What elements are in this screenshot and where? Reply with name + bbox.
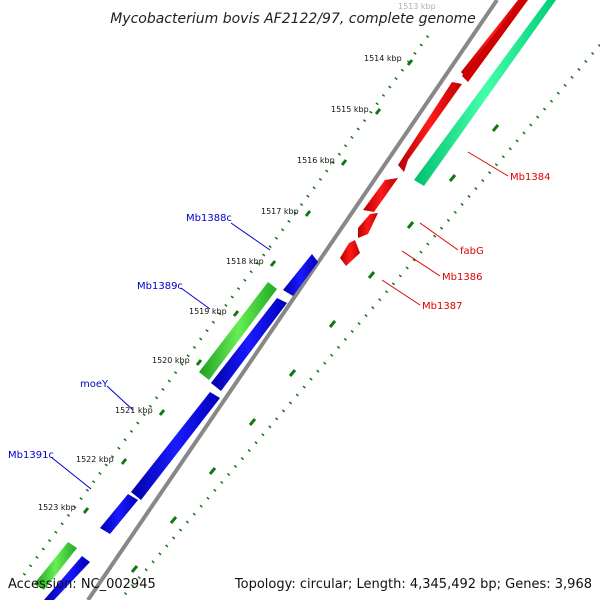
- gene-arrow-mb1388c[interactable]: [283, 254, 318, 296]
- rna-arrow-reverse-2[interactable]: [34, 542, 77, 590]
- gene-label-fabg[interactable]: fabG: [460, 246, 484, 257]
- gene-label-mb1386[interactable]: Mb1386: [442, 272, 482, 283]
- gene-arrow-mb1391c[interactable]: [100, 494, 138, 534]
- gene-arrow-mb1384b[interactable]: [398, 82, 462, 172]
- accession-text: Accession: NC_002945: [8, 577, 156, 592]
- genome-summary-text: Topology: circular; Length: 4,345,492 bp…: [234, 577, 592, 592]
- rna-arrow-reverse-1[interactable]: [199, 282, 277, 380]
- tick-ring: 1513 kbp 1514 kbp 1515 kbp 1516 kbp 1517…: [18, 2, 436, 581]
- tick-label-group: 1513 kbp 1514 kbp 1515 kbp 1516 kbp 1517…: [38, 2, 436, 512]
- gene-label-mb1391c[interactable]: Mb1391c: [8, 450, 54, 461]
- tick-label: 1513 kbp: [398, 2, 436, 11]
- gene-label-mb1388c[interactable]: Mb1388c: [186, 213, 232, 224]
- gene-arrow-top[interactable]: [462, 0, 528, 82]
- tick-label: 1520 kbp: [152, 356, 190, 365]
- tick-label: 1519 kbp: [189, 307, 227, 316]
- gene-label-mb1389c[interactable]: Mb1389c: [137, 281, 183, 292]
- gene-label-moey[interactable]: moeY: [80, 379, 109, 390]
- gene-labels-left: Mb1388c Mb1389c moeY Mb1391c: [8, 213, 232, 461]
- gene-arrow-mb1386-body[interactable]: [358, 213, 378, 238]
- gene-arrow-moey[interactable]: [131, 392, 220, 500]
- gene-label-mb1387[interactable]: Mb1387: [422, 301, 462, 312]
- tick-label: 1518 kbp: [226, 257, 264, 266]
- tick-label: 1517 kbp: [261, 207, 299, 216]
- forward-strand-genes: [340, 0, 528, 266]
- genome-backbone: [86, 0, 499, 600]
- gene-callouts: [50, 151, 509, 490]
- tick-label: 1521 kbp: [115, 406, 153, 415]
- gene-arrow-mb1387[interactable]: [340, 240, 360, 266]
- tick-label: 1523 kbp: [38, 503, 76, 512]
- major-ticks: [82, 59, 414, 514]
- gene-arrow-fabg[interactable]: [363, 178, 398, 212]
- gene-arrow-mb1389c[interactable]: [211, 298, 287, 391]
- inner-tick-ring: [118, 44, 600, 600]
- tick-label: 1515 kbp: [331, 105, 369, 114]
- gene-label-mb1384[interactable]: Mb1384: [510, 172, 550, 183]
- rna-arrow-forward[interactable]: [414, 0, 556, 186]
- tick-label: 1522 kbp: [76, 455, 114, 464]
- tick-label: 1514 kbp: [364, 54, 402, 63]
- gene-labels-right: Mb1384 fabG Mb1386 Mb1387: [422, 172, 550, 312]
- reverse-strand-genes: [44, 254, 318, 600]
- map-title: Mycobacterium bovis AF2122/97, complete …: [110, 11, 476, 27]
- tick-label: 1516 kbp: [297, 156, 335, 165]
- gene-arrow-bottom[interactable]: [44, 556, 90, 600]
